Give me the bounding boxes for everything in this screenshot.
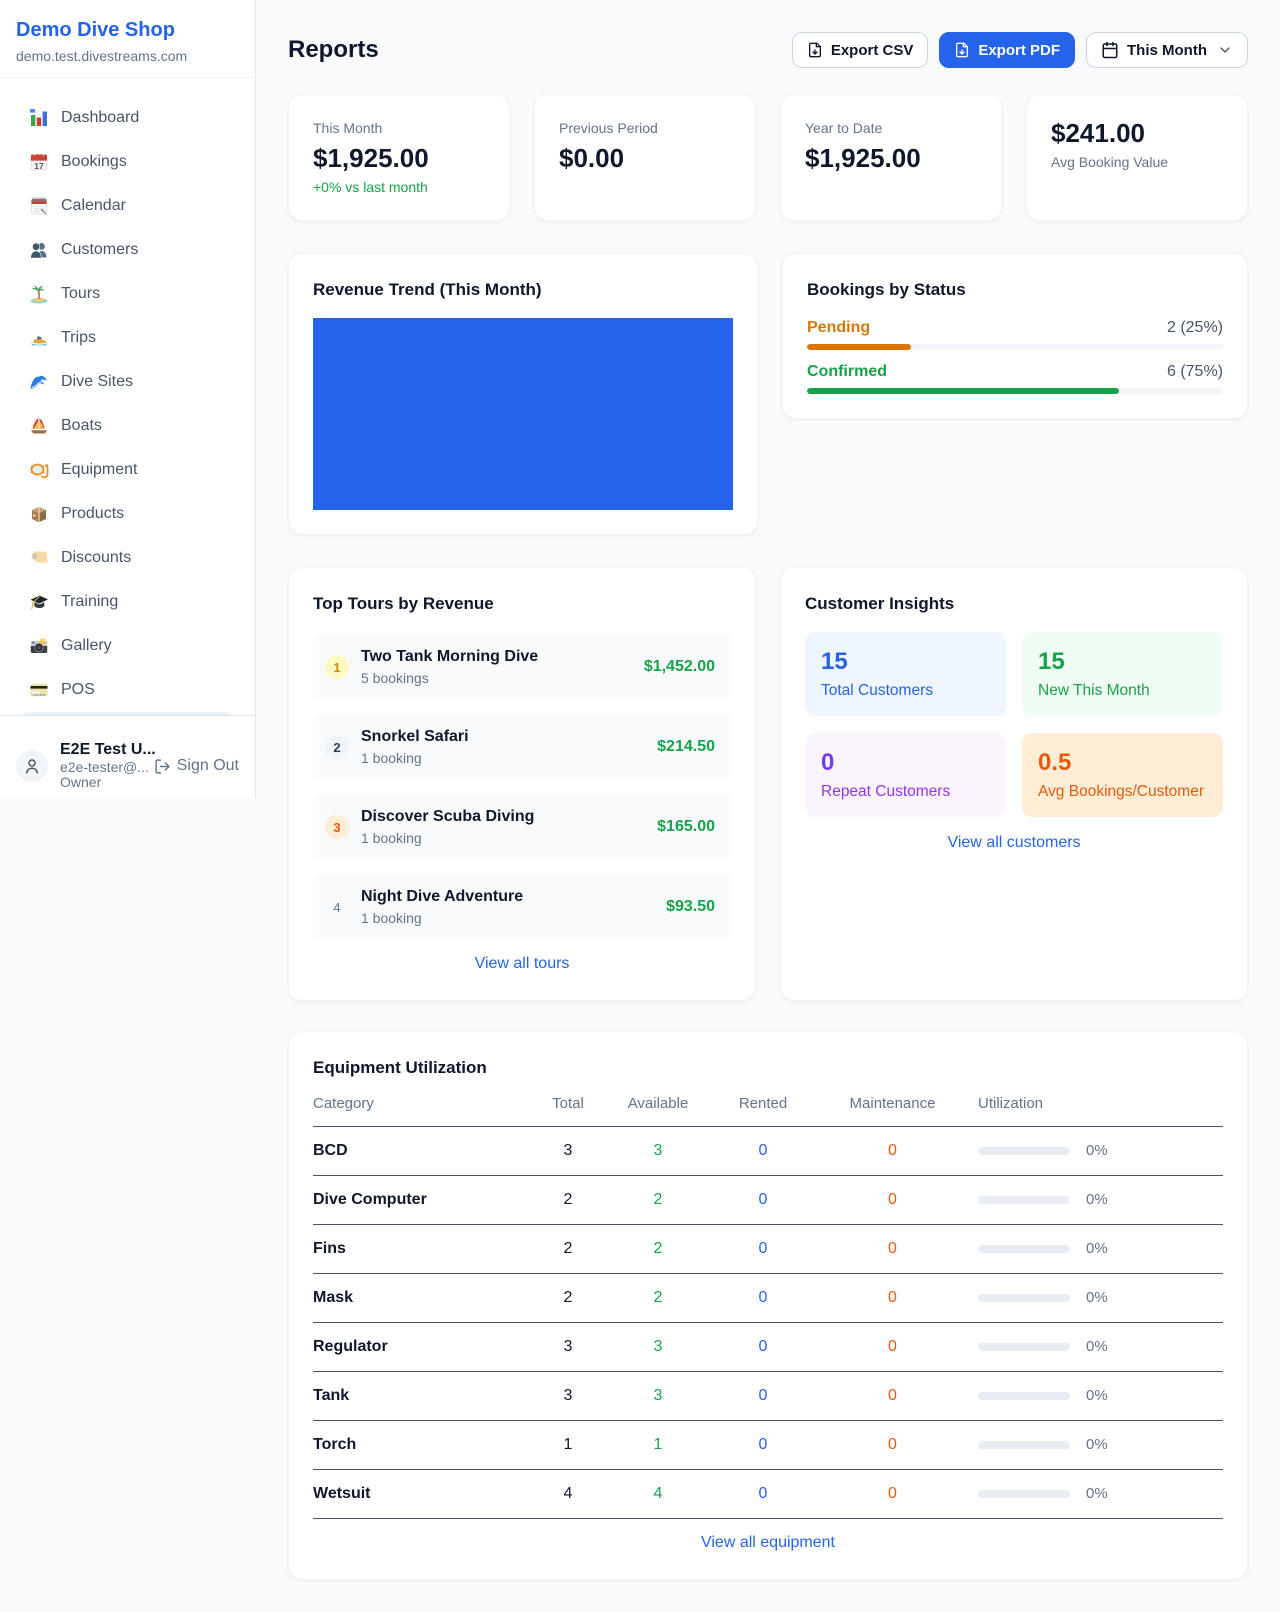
- svg-text:17: 17: [34, 161, 44, 171]
- svg-text:1234 5678: 1234 5678: [33, 693, 46, 697]
